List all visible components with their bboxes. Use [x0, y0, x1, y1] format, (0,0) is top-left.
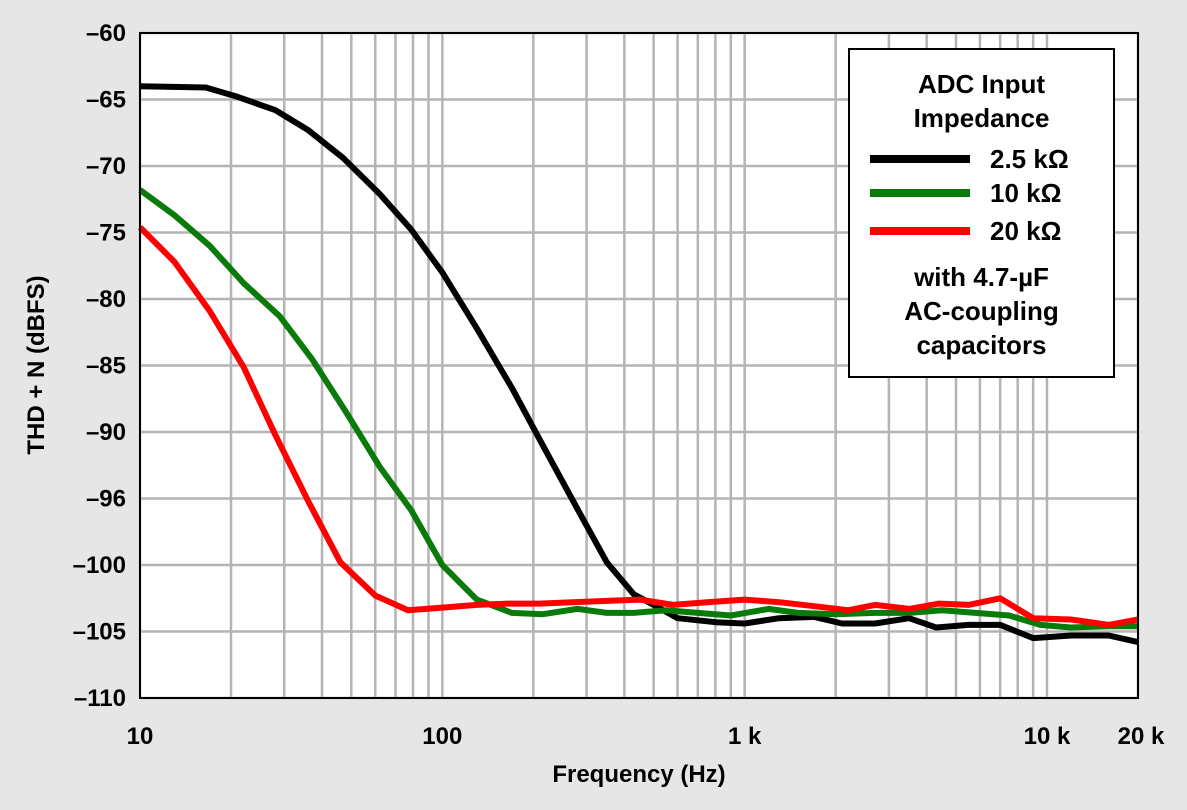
legend-note-line-3: capacitors	[916, 330, 1047, 360]
y-tick-label: –100	[73, 552, 126, 579]
legend-title-line-2: Impedance	[913, 103, 1050, 133]
series-line-1	[139, 83, 1139, 646]
series-line-3	[137, 225, 1139, 628]
y-tick-label: –105	[73, 619, 126, 646]
y-tick-label: –65	[86, 87, 126, 114]
y-tick-label: –75	[86, 220, 126, 247]
y-tick-label: –85	[86, 353, 126, 380]
legend-entry-10k: 10 kΩ	[870, 176, 1110, 210]
legend-label-10k: 10 kΩ	[990, 178, 1062, 208]
x-axis-title: Frequency (Hz)	[552, 761, 725, 788]
y-tick-label: –96	[86, 486, 126, 513]
legend-label-20k: 20 kΩ	[990, 216, 1062, 246]
legend-entry-2-5k: 2.5 kΩ	[870, 142, 1110, 176]
y-tick-label: –110	[74, 685, 126, 712]
x-tick-label: 20 k	[1118, 723, 1165, 750]
legend-title-line-1: ADC Input	[917, 69, 1046, 99]
y-axis-title: THD + N (dBFS)	[23, 275, 50, 454]
legend-label-2-5k: 2.5 kΩ	[990, 144, 1069, 174]
legend: ADC Input Impedance 2.5 kΩ 10 kΩ 20 kΩ w…	[848, 48, 1115, 378]
x-tick-label: 10	[127, 723, 154, 750]
x-tick-labels: 10 100 1 k 10 k 20 k	[127, 723, 1165, 750]
y-tick-labels: –60 –65 –70 –75 –80 –85 –90 –96 –100 –105 –110	[73, 20, 126, 712]
y-tick-label: –80	[86, 286, 126, 313]
legend-swatch-2-5k	[870, 155, 970, 163]
y-tick-label: –60	[86, 20, 126, 47]
x-tick-label: 1 k	[728, 723, 762, 750]
y-tick-label: –90	[86, 419, 126, 446]
legend-swatch-20k	[870, 227, 970, 235]
y-tick-label: –70	[86, 153, 126, 180]
x-tick-label: 100	[422, 723, 462, 750]
x-tick-label: 10 k	[1024, 723, 1071, 750]
series-line-2	[138, 187, 1138, 631]
legend-note-line-2: AC-coupling	[904, 296, 1059, 326]
plot-frame	[139, 32, 1139, 699]
legend-note-line-1: with 4.7-µF	[914, 262, 1049, 292]
legend-entry-20k: 20 kΩ	[870, 214, 1110, 248]
series-layer	[137, 83, 1139, 646]
legend-swatch-10k	[870, 189, 970, 197]
